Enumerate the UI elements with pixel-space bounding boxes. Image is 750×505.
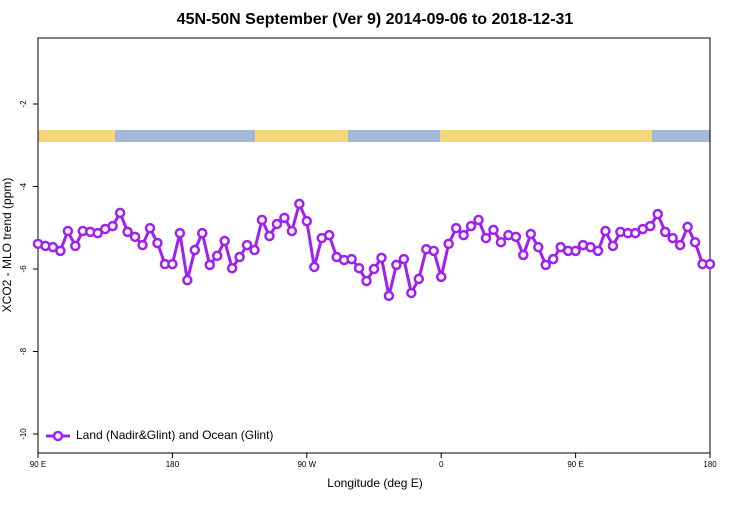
point	[376, 252, 387, 264]
y-tick-label: -6	[19, 265, 28, 273]
point	[465, 220, 477, 232]
point	[630, 227, 641, 239]
point	[62, 225, 74, 237]
point	[294, 198, 305, 210]
point	[533, 241, 544, 253]
point	[547, 253, 559, 265]
point	[428, 245, 439, 257]
point	[458, 229, 469, 241]
y-tick-label: -8	[19, 347, 28, 355]
y-tick-label: -4	[19, 182, 28, 190]
legend-marker	[52, 430, 64, 442]
point	[152, 237, 163, 249]
point	[495, 236, 507, 248]
point	[480, 232, 492, 244]
point	[346, 253, 357, 265]
point	[301, 215, 313, 227]
point	[114, 207, 126, 219]
point	[540, 259, 551, 271]
point	[107, 220, 118, 232]
point	[92, 227, 103, 239]
point	[182, 274, 193, 286]
x-tick-label: 0	[439, 460, 444, 469]
point	[353, 262, 365, 274]
point	[450, 222, 462, 234]
land-ocean-strip	[38, 130, 710, 142]
point	[570, 245, 581, 257]
y-tick-label: -2	[19, 100, 28, 108]
point	[55, 245, 66, 257]
point	[391, 259, 402, 271]
point	[189, 244, 201, 256]
point	[689, 236, 701, 248]
point	[174, 227, 186, 239]
point	[249, 244, 260, 256]
point	[510, 231, 522, 243]
y-axis-label: XCO2 - MLO trend (ppm)	[0, 178, 14, 313]
point	[286, 225, 298, 237]
y-tick-label: -10	[19, 428, 28, 440]
series-line	[37, 199, 710, 298]
point	[406, 287, 417, 299]
point	[518, 249, 529, 261]
point	[435, 271, 447, 283]
point	[659, 226, 671, 238]
x-tick-label: 180	[166, 460, 180, 469]
point	[652, 208, 663, 220]
point	[443, 238, 454, 250]
point	[645, 220, 656, 232]
point	[383, 290, 395, 302]
point	[600, 225, 611, 237]
point	[264, 230, 275, 242]
point	[271, 218, 283, 230]
point	[211, 250, 223, 262]
point	[592, 245, 604, 257]
point	[525, 228, 537, 240]
point	[323, 229, 335, 241]
point	[70, 240, 81, 252]
point	[704, 258, 716, 270]
x-axis-label: Longitude (deg E)	[327, 476, 422, 490]
point	[488, 224, 499, 236]
point	[122, 226, 133, 238]
x-tick-label: 180	[703, 460, 717, 469]
point	[607, 240, 619, 252]
point	[309, 261, 320, 273]
point	[204, 259, 215, 271]
point	[197, 227, 208, 239]
point	[361, 275, 372, 287]
point	[667, 232, 678, 244]
point	[144, 222, 156, 234]
x-tick-label: 90 E	[567, 460, 583, 469]
point	[256, 214, 268, 226]
point	[219, 235, 230, 247]
point	[234, 251, 245, 263]
x-tick-label: 90 E	[30, 460, 46, 469]
point	[279, 212, 290, 224]
point	[674, 239, 686, 251]
point	[473, 214, 484, 226]
legend-label: Land (Nadir&Glint) and Ocean (Glint)	[76, 428, 273, 442]
point	[226, 262, 238, 274]
point	[682, 221, 693, 233]
x-tick-label: 90 W	[297, 460, 316, 469]
point	[129, 231, 141, 243]
point	[241, 239, 253, 251]
point	[413, 273, 425, 285]
chart-title: 45N-50N September (Ver 9) 2014-09-06 to …	[177, 11, 574, 28]
point	[398, 253, 410, 265]
point	[368, 263, 380, 275]
point	[137, 239, 148, 251]
point	[167, 258, 178, 270]
